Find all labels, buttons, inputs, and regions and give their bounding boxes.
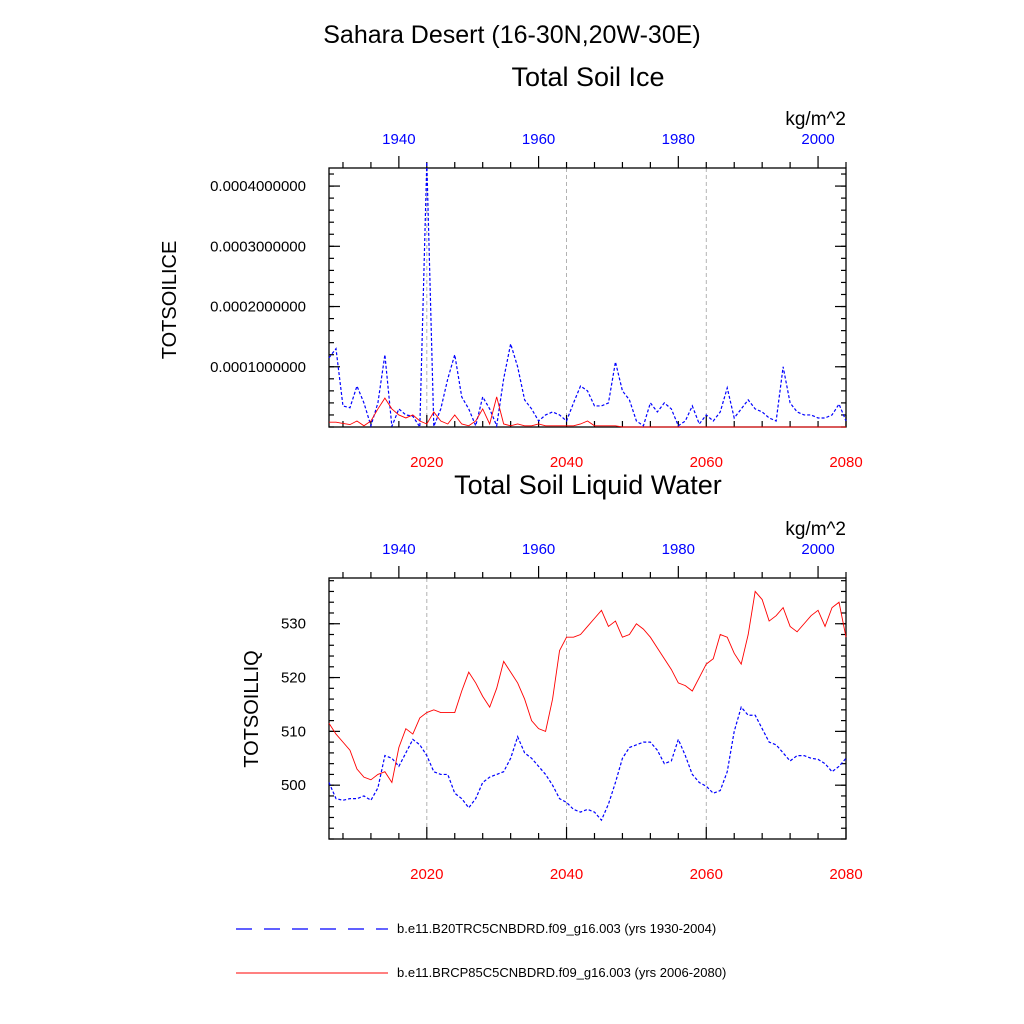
x-tick-label-bottom: 2080 bbox=[829, 866, 862, 883]
x-tick-label-bottom: 2080 bbox=[829, 454, 862, 471]
x-tick-label-bottom: 2020 bbox=[410, 866, 443, 883]
series-line-historical bbox=[328, 705, 847, 822]
x-tick-label-bottom: 2040 bbox=[550, 866, 583, 883]
y-tick-label: 0.0002000000 bbox=[210, 299, 306, 316]
legend-label-rcp85: b.e11.BRCP85C5CNBDRD.f09_g16.003 (yrs 20… bbox=[397, 965, 726, 980]
x-tick-label-bottom: 2040 bbox=[550, 454, 583, 471]
x-tick-label-bottom: 2020 bbox=[410, 454, 443, 471]
legend: b.e11.B20TRC5CNBDRD.f09_g16.003 (yrs 193… bbox=[236, 921, 726, 980]
series-line-rcp85 bbox=[329, 396, 846, 428]
series-line-historical bbox=[328, 161, 847, 429]
figure-title: Sahara Desert (16-30N,20W-30E) bbox=[323, 21, 701, 49]
y-tick-label: 500 bbox=[281, 777, 306, 794]
y-tick-label: 510 bbox=[281, 723, 306, 740]
y-tick-label: 0.0001000000 bbox=[210, 359, 306, 376]
y-tick-label: 520 bbox=[281, 670, 306, 687]
units-label: kg/m^2 bbox=[785, 109, 846, 130]
y-axis-label: TOTSOILLIQ bbox=[241, 650, 263, 767]
x-tick-label-top: 1980 bbox=[662, 541, 695, 558]
y-axis-label: TOTSOILICE bbox=[159, 241, 181, 360]
x-tick-label-top: 1960 bbox=[522, 541, 555, 558]
y-tick-label: 0.0004000000 bbox=[210, 178, 306, 195]
x-tick-label-top: 1940 bbox=[382, 131, 415, 148]
panel-total-soil-liquid-water: Total Soil Liquid Water kg/m^2 TOTSOILLI… bbox=[241, 470, 863, 883]
x-tick-label-bottom: 2060 bbox=[690, 454, 723, 471]
x-tick-label-top: 1980 bbox=[662, 131, 695, 148]
legend-label-historical: b.e11.B20TRC5CNBDRD.f09_g16.003 (yrs 193… bbox=[397, 921, 716, 936]
panel-title: Total Soil Ice bbox=[511, 62, 664, 92]
plot-frame bbox=[328, 167, 847, 428]
x-tick-label-bottom: 2060 bbox=[690, 866, 723, 883]
x-tick-label-top: 1960 bbox=[522, 131, 555, 148]
series-line-rcp85 bbox=[328, 590, 847, 784]
y-tick-label: 530 bbox=[281, 616, 306, 633]
units-label: kg/m^2 bbox=[785, 519, 846, 540]
panel-total-soil-ice: Total Soil Ice kg/m^2 TOTSOILICE 2020 204… bbox=[159, 62, 863, 471]
x-tick-label-top: 2000 bbox=[801, 131, 834, 148]
plot-frame bbox=[328, 577, 847, 840]
x-tick-label-top: 2000 bbox=[801, 541, 834, 558]
x-tick-label-top: 1940 bbox=[382, 541, 415, 558]
y-tick-label: 0.0003000000 bbox=[210, 238, 306, 255]
panel-title: Total Soil Liquid Water bbox=[454, 470, 722, 500]
